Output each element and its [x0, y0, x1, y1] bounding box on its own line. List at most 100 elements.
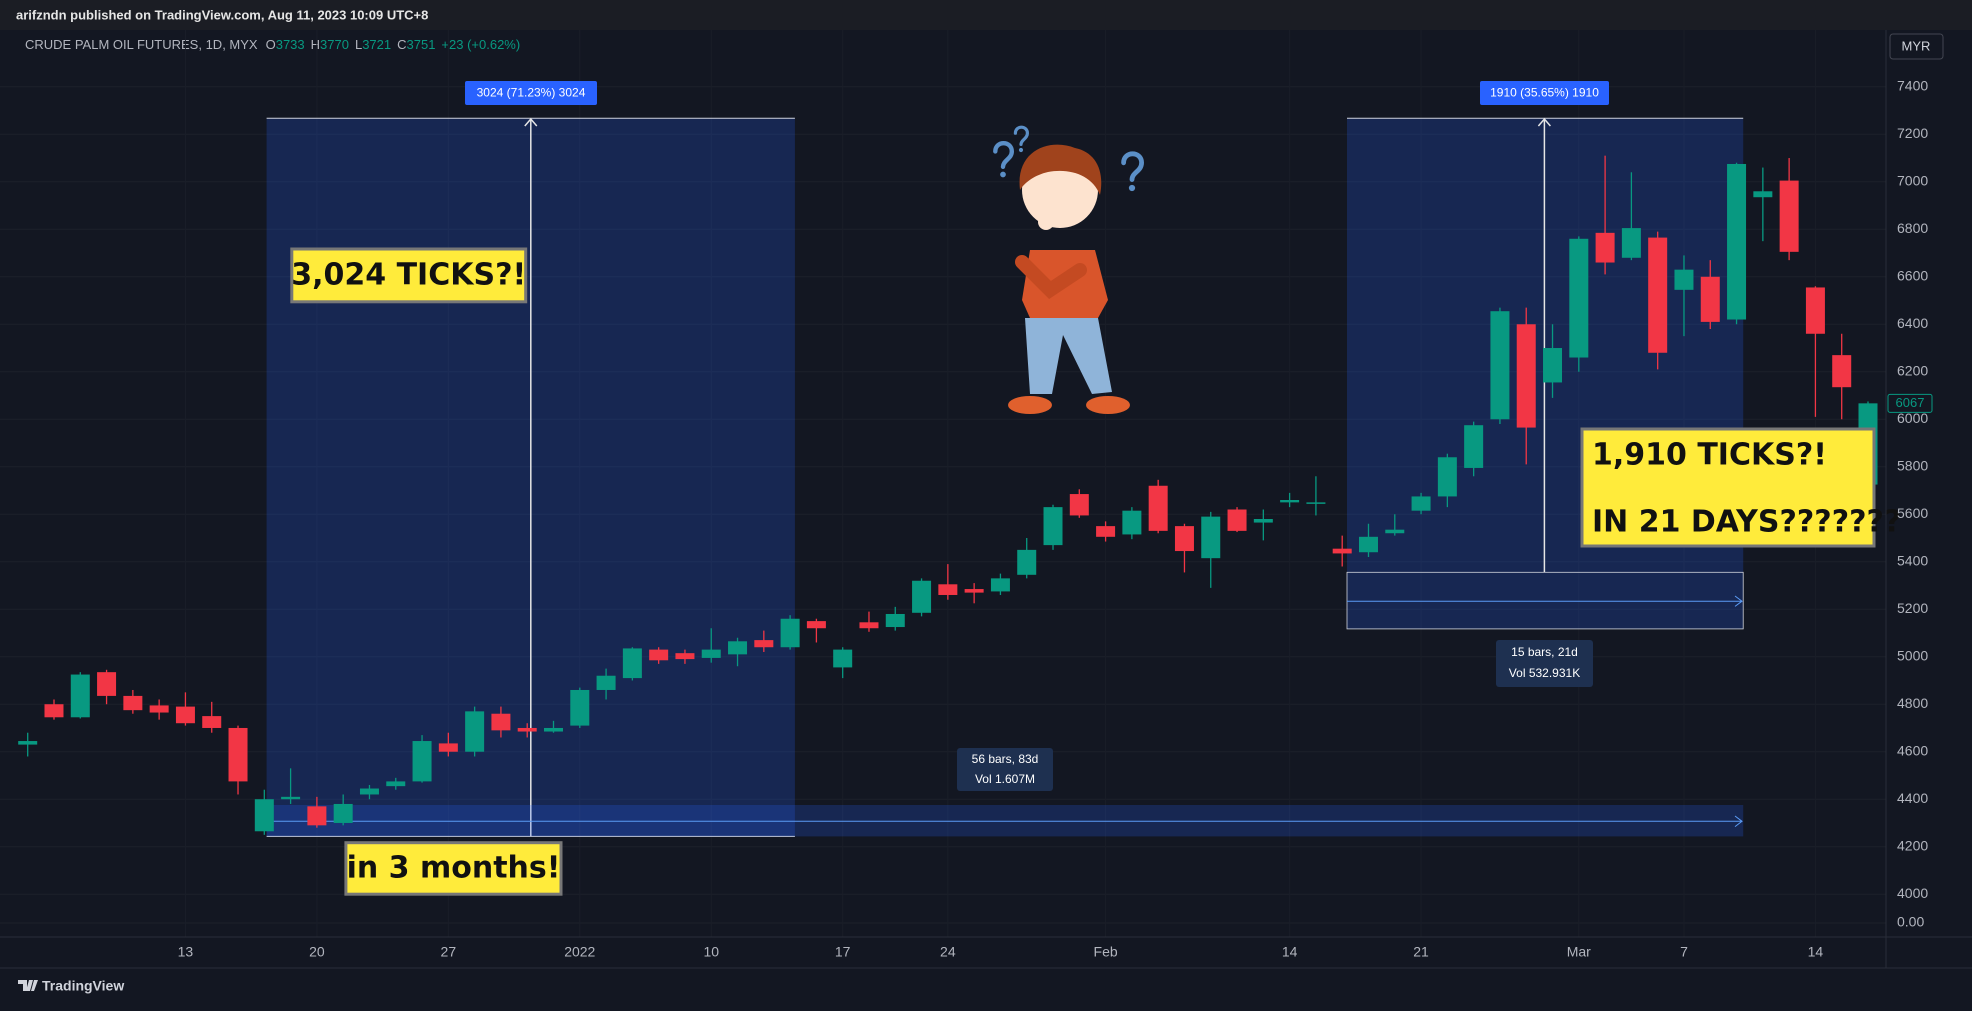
y-tick-label: 6400	[1897, 315, 1928, 331]
ohlc-label: C	[397, 37, 406, 52]
candle-body	[990, 578, 1010, 592]
x-tick-label: Mar	[1567, 944, 1591, 960]
candle-body	[1306, 502, 1326, 504]
candle-body	[1805, 287, 1825, 334]
candle-body	[333, 803, 353, 823]
candle-body	[675, 653, 695, 660]
question-curve	[993, 140, 1015, 170]
candle-body	[149, 705, 169, 713]
candle-body	[386, 781, 406, 787]
range-box	[1346, 571, 1744, 630]
candle-body	[806, 621, 826, 629]
candle-body	[44, 704, 64, 718]
change: +23 (+0.62%)	[441, 37, 520, 52]
candle-body	[1832, 355, 1852, 388]
y-tick-label: 4800	[1897, 695, 1928, 711]
last-price-tag	[1887, 393, 1933, 413]
y-tick-label: 6000	[1897, 410, 1928, 426]
range-label-box	[465, 81, 597, 105]
brand-logo	[18, 980, 38, 991]
candle-body	[859, 622, 879, 629]
candle-body	[1122, 510, 1142, 535]
x-tick-label: 13	[178, 944, 194, 960]
candle-body	[1779, 180, 1799, 252]
range-volume: Vol 1.607M	[975, 772, 1035, 786]
shoe	[1008, 396, 1052, 414]
x-tick-label: 14	[1282, 944, 1298, 960]
candle-body	[1490, 311, 1510, 420]
range-label-box	[1496, 640, 1593, 687]
currency-button[interactable]	[1889, 33, 1944, 60]
x-tick-label: 7	[1680, 944, 1688, 960]
x-tick-label: Feb	[1094, 944, 1118, 960]
y-tick-label: 7000	[1897, 172, 1928, 188]
candle-body	[1700, 276, 1720, 322]
question-mark	[1013, 125, 1030, 153]
y-tick-label: 6200	[1897, 362, 1928, 378]
ohlc-value: 3770	[320, 37, 349, 52]
range-bars: 15 bars, 21d	[1511, 645, 1578, 659]
candle-body	[1464, 425, 1484, 468]
question-mark	[1121, 151, 1145, 192]
candle-body	[1516, 324, 1536, 428]
arrow-head	[524, 117, 538, 127]
ohlc-label: H	[311, 37, 320, 52]
candle-body	[570, 689, 590, 726]
date-range-1: 56 bars, 83d Vol 1.607M	[266, 748, 1744, 837]
candle-body	[1332, 548, 1352, 554]
jeans	[1025, 318, 1112, 394]
question-dot	[1018, 147, 1024, 153]
question-curve	[1013, 125, 1030, 147]
y-tick-label: 7200	[1897, 125, 1928, 141]
candle-body	[544, 727, 563, 732]
y-tick-label: 5000	[1897, 647, 1928, 663]
x-tick-label: 10	[703, 944, 719, 960]
candle-body	[438, 743, 458, 752]
candle-body	[728, 641, 748, 655]
candle-body	[1674, 269, 1694, 290]
callout-text: 1,910 TICKS?!	[1592, 438, 1827, 473]
currency-label[interactable]: MYR	[1902, 38, 1931, 53]
brand-name: TradingView	[42, 978, 124, 994]
y-tick-label: 5400	[1897, 552, 1928, 568]
date-range-2: 15 bars, 21d Vol 532.931K	[1346, 571, 1744, 687]
publisher-line: arifzndn published on TradingView.com, A…	[16, 7, 428, 22]
candle-body	[938, 584, 958, 595]
symbol-header: CRUDE PALM OIL FUTURES, 1D, MYX O3733 H377…	[25, 37, 520, 52]
candle-body	[517, 727, 537, 732]
callout-box	[344, 841, 563, 896]
candle-body	[885, 613, 905, 628]
candle-body	[465, 711, 485, 752]
candle-body	[359, 788, 379, 795]
last-price-label: 6067	[1896, 395, 1925, 410]
price-range-1: 3024 (71.23%) 3024	[266, 81, 795, 837]
shoe	[1086, 396, 1130, 414]
candle-body	[1096, 526, 1116, 537]
candle-body	[596, 675, 616, 690]
callout-box	[1580, 427, 1876, 548]
candle-body	[780, 618, 800, 648]
candle-body	[70, 674, 90, 718]
x-tick-label: 2022	[564, 944, 595, 960]
arrow-head	[1537, 117, 1551, 127]
arrow-head	[1734, 815, 1743, 827]
ohlc-label: L	[355, 37, 362, 52]
callout-box	[290, 247, 528, 304]
candle-body	[1411, 496, 1431, 511]
candle-body	[754, 640, 774, 648]
ohlc-value: 3733	[276, 37, 305, 52]
question-dot	[1128, 184, 1136, 192]
candle-body	[1753, 191, 1773, 198]
header-bar	[0, 0, 1972, 30]
candle-body	[1148, 485, 1168, 531]
candle-body	[1017, 549, 1037, 575]
candle-body	[912, 580, 932, 613]
y-tick-label: 4400	[1897, 790, 1928, 806]
candle-body	[1280, 499, 1300, 503]
symbol-title: CRUDE PALM OIL FUTURES, 1D, MYX	[25, 37, 258, 52]
volume-tick-label: 0.00	[1897, 914, 1924, 930]
candle-body	[228, 727, 248, 782]
range-box	[266, 805, 1744, 837]
